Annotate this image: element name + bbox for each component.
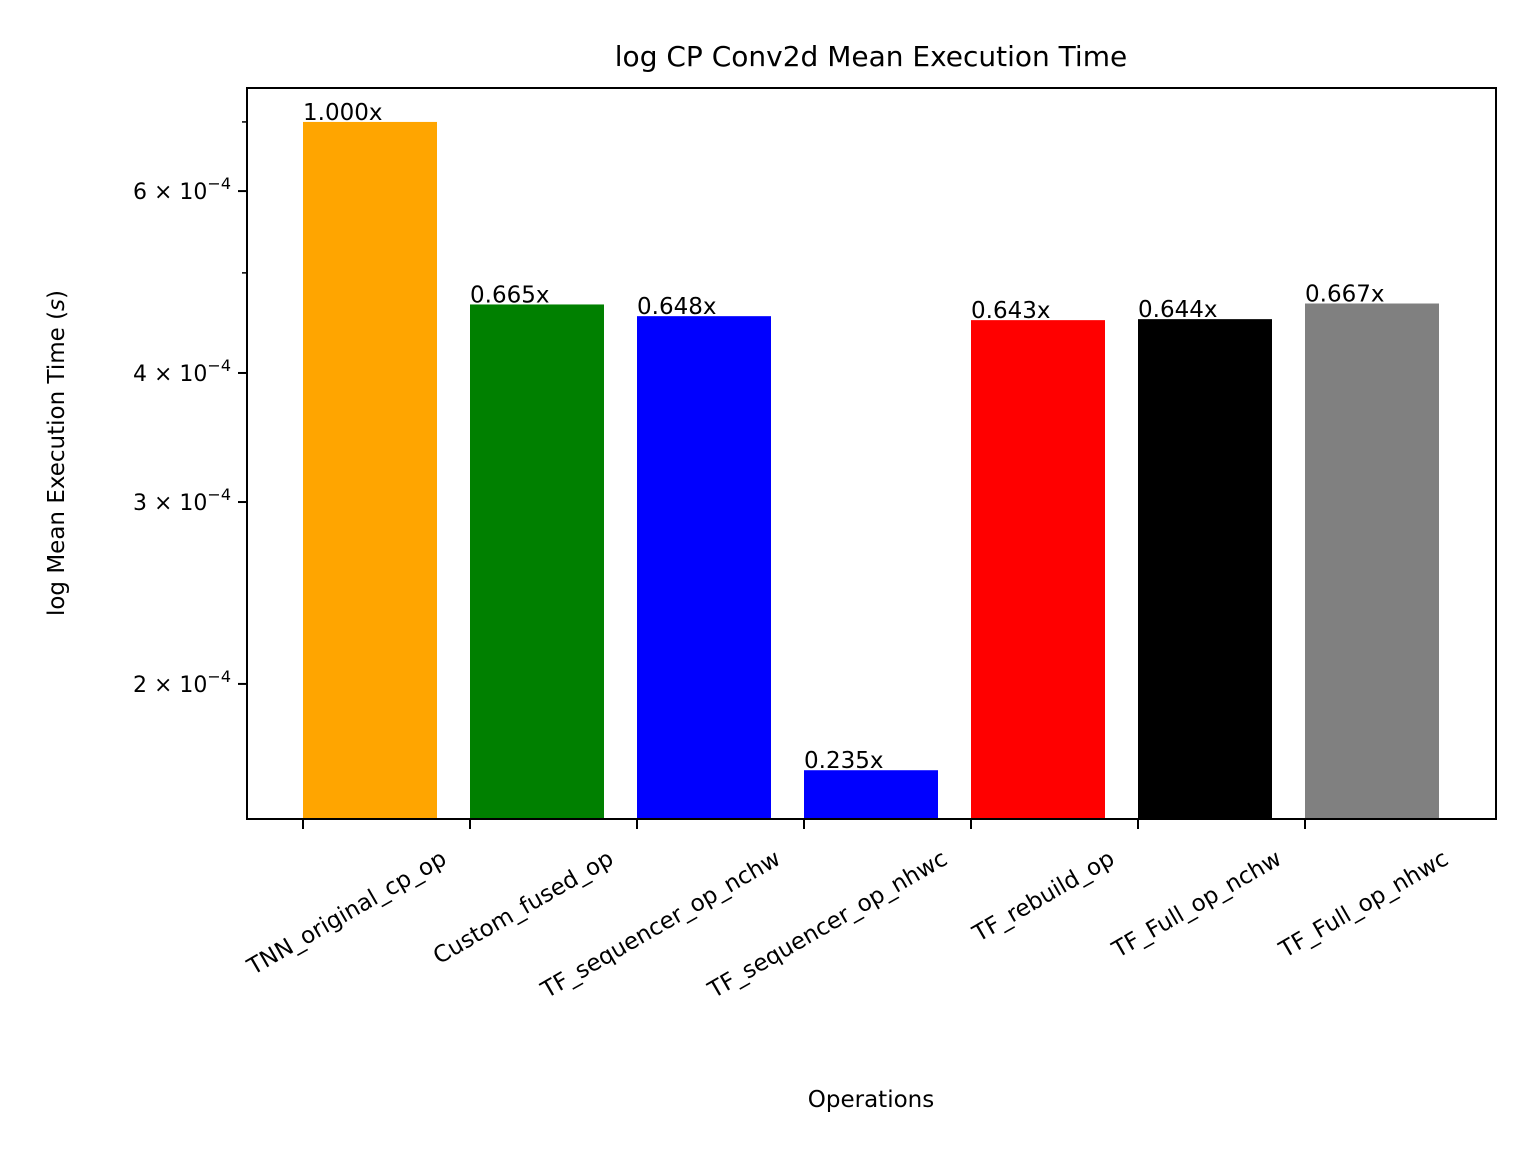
y-axis-label: log Mean Execution Time (s) xyxy=(44,290,70,616)
bar-TF_rebuild_op xyxy=(971,320,1105,819)
bar-TNN_original_cp_op xyxy=(303,121,437,819)
bar-TF_Full_op_nchw xyxy=(1138,319,1272,819)
data-label-TF_Full_op_nhwc: 0.667x xyxy=(1305,282,1384,308)
y-tick-label: 3 × 10−4 xyxy=(133,485,231,516)
x-axis-label: Operations xyxy=(808,1087,934,1113)
x-axis-ticks: TNN_original_cp_opCustom_fused_opTF_sequ… xyxy=(242,819,1453,1004)
bar-TF_sequencer_op_nhwc xyxy=(804,770,938,819)
data-label-TF_Full_op_nchw: 0.644x xyxy=(1138,297,1217,323)
x-tick-label-TF_Full_op_nchw: TF_Full_op_nchw xyxy=(1107,846,1286,964)
x-tick-label-TNN_original_cp_op: TNN_original_cp_op xyxy=(242,846,451,981)
data-label-Custom_fused_op: 0.665x xyxy=(470,282,549,308)
bar-Custom_fused_op xyxy=(470,304,604,819)
y-tick-label: 2 × 10−4 xyxy=(133,667,231,698)
bar-TF_sequencer_op_nchw xyxy=(637,316,771,819)
chart-title: log CP Conv2d Mean Execution Time xyxy=(615,40,1127,73)
x-tick-label-TF_Full_op_nhwc: TF_Full_op_nhwc xyxy=(1274,846,1453,964)
bar-TF_Full_op_nhwc xyxy=(1305,303,1439,819)
data-label-TF_rebuild_op: 0.643x xyxy=(971,298,1050,324)
data-label-TF_sequencer_op_nhwc: 0.235x xyxy=(804,748,883,774)
data-label-TNN_original_cp_op: 1.000x xyxy=(303,100,382,126)
data-labels-group: 1.000x 0.665x 0.648x 0.235x 0.643x 0.644x 0.66… xyxy=(303,100,1384,774)
bars-group xyxy=(303,121,1439,819)
plot-frame xyxy=(246,87,1497,820)
y-axis-ticks: 2 × 10−4 3 × 10−4 4 × 10−4 6 × 10−4 xyxy=(133,121,247,698)
data-label-TF_sequencer_op_nchw: 0.648x xyxy=(637,294,716,320)
y-tick-label: 4 × 10−4 xyxy=(133,356,231,387)
x-tick-label-TF_rebuild_op: TF_rebuild_op xyxy=(968,846,1119,948)
y-tick-label: 6 × 10−4 xyxy=(133,174,231,205)
